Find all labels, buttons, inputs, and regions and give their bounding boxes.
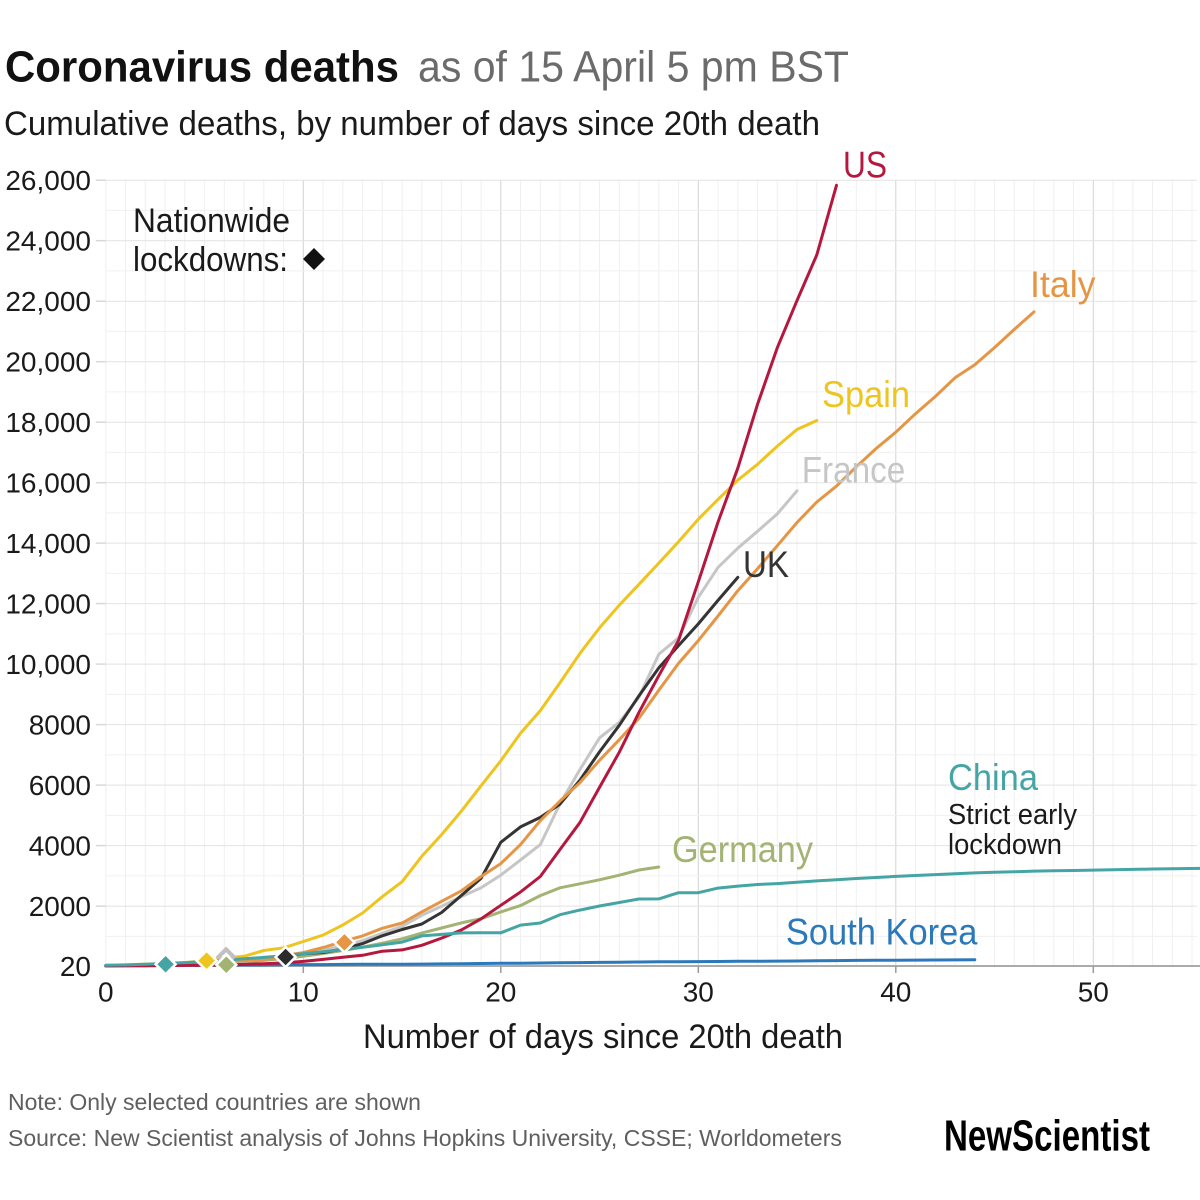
svg-text:20,000: 20,000 (5, 347, 91, 378)
svg-text:10: 10 (288, 977, 319, 1008)
svg-text:Nationwide: Nationwide (133, 202, 290, 240)
svg-text:12,000: 12,000 (5, 589, 91, 620)
svg-text:40: 40 (880, 977, 911, 1008)
svg-text:France: France (802, 450, 906, 491)
svg-text:Source: New Scientist analysis: Source: New Scientist analysis of Johns … (8, 1125, 842, 1151)
svg-text:8000: 8000 (29, 710, 91, 741)
svg-text:Strict early: Strict early (948, 799, 1077, 831)
svg-text:China: China (948, 757, 1038, 798)
svg-text:lockdowns:: lockdowns: (133, 241, 288, 279)
svg-text:Coronavirus deaths: Coronavirus deaths (5, 43, 399, 92)
svg-text:Italy: Italy (1030, 264, 1096, 305)
svg-text:0: 0 (98, 977, 114, 1008)
svg-text:Number of days since 20th deat: Number of days since 20th death (363, 1018, 843, 1056)
svg-text:Cumulative deaths, by number o: Cumulative deaths, by number of days sin… (4, 105, 820, 143)
svg-text:lockdown: lockdown (948, 829, 1062, 861)
svg-text:14,000: 14,000 (5, 528, 91, 559)
svg-text:30: 30 (683, 977, 714, 1008)
svg-text:as of 15 April 5 pm BST: as of 15 April 5 pm BST (418, 43, 849, 92)
svg-text:Note: Only selected countries: Note: Only selected countries are shown (8, 1089, 421, 1115)
svg-text:6000: 6000 (29, 770, 91, 801)
svg-text:22,000: 22,000 (5, 286, 91, 317)
svg-text:4000: 4000 (29, 831, 91, 862)
svg-text:US: US (843, 145, 887, 186)
svg-text:NewScientist: NewScientist (944, 1112, 1150, 1161)
svg-text:20: 20 (60, 951, 91, 982)
svg-text:26,000: 26,000 (5, 165, 91, 196)
svg-text:Spain: Spain (822, 374, 910, 415)
svg-text:10,000: 10,000 (5, 649, 91, 680)
svg-text:18,000: 18,000 (5, 407, 91, 438)
svg-text:2000: 2000 (29, 891, 91, 922)
svg-text:20: 20 (485, 977, 516, 1008)
svg-text:50: 50 (1078, 977, 1109, 1008)
svg-text:Germany: Germany (672, 829, 813, 870)
svg-text:South Korea: South Korea (786, 911, 978, 952)
svg-text:16,000: 16,000 (5, 468, 91, 499)
svg-text:UK: UK (743, 544, 789, 585)
svg-text:24,000: 24,000 (5, 226, 91, 257)
